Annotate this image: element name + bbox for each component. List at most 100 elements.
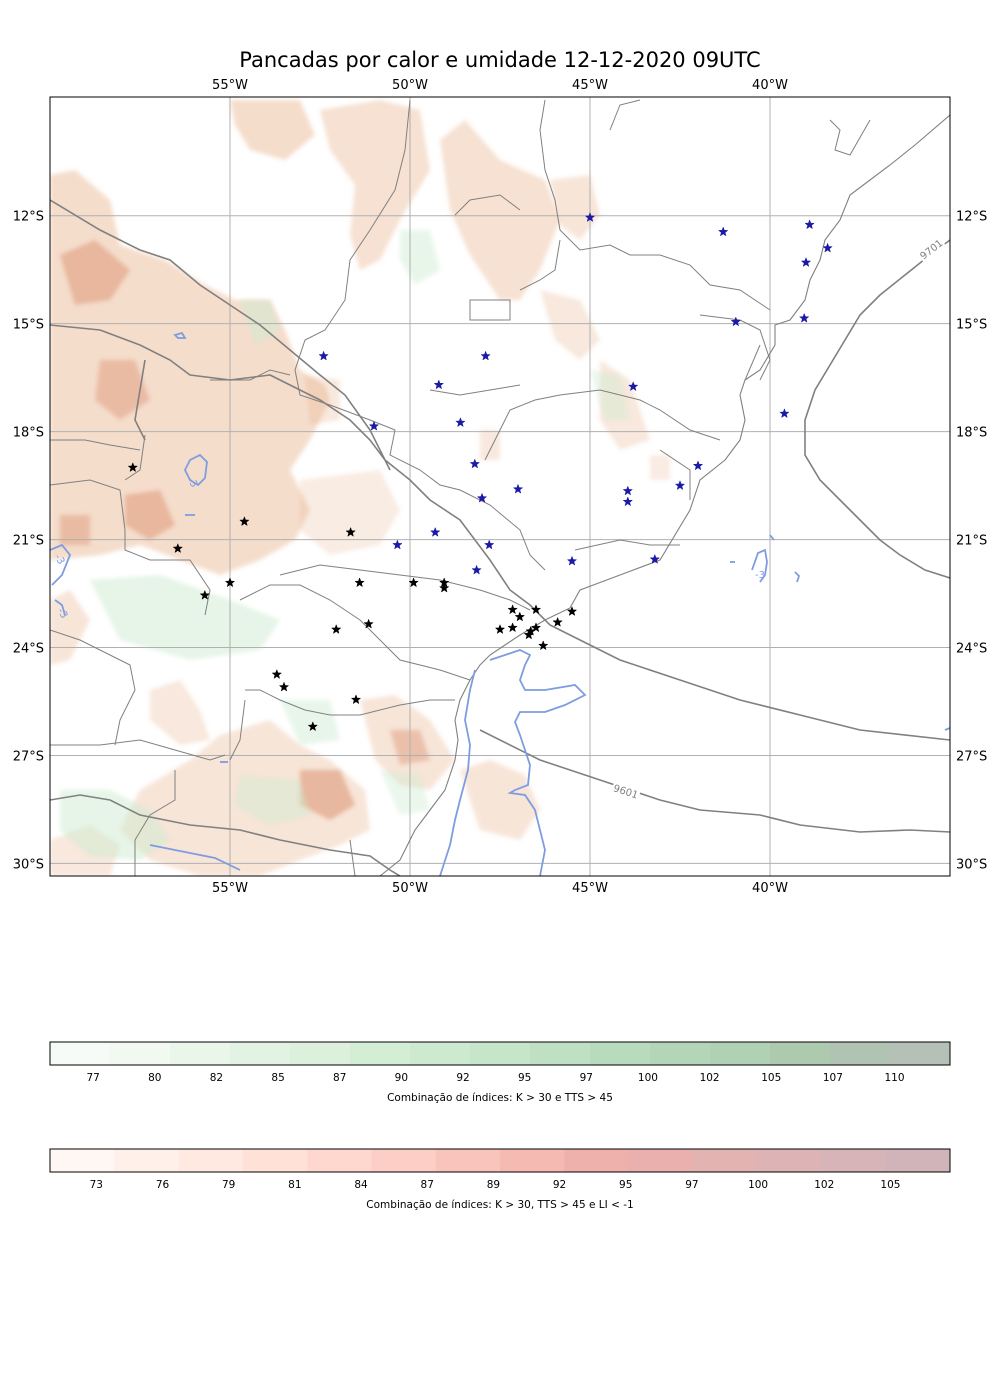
lat-tick-label-right: 21°S — [956, 534, 987, 549]
lat-tick-label-right: 27°S — [956, 749, 987, 764]
colorbar-tick-label: 102 — [700, 1072, 720, 1084]
colorbar-swatch — [885, 1149, 951, 1172]
map-frame — [49, 96, 951, 877]
lon-tick-label-top: 50°W — [392, 78, 428, 93]
colorbar-tick-label: 100 — [748, 1179, 768, 1191]
station-star-blue — [622, 485, 634, 496]
colorbar-tick-label: 89 — [487, 1179, 500, 1191]
colorbar-tick-label: 110 — [884, 1072, 904, 1084]
political-boundaries — [50, 99, 950, 876]
station-star-blue — [469, 458, 481, 469]
colorbar-tick-label: 102 — [814, 1179, 834, 1191]
station-star-black — [552, 616, 563, 627]
contour-label-li: -3 — [52, 553, 67, 567]
lon-tick-label-top: 45°W — [572, 78, 608, 93]
lat-tick-label-left: 12°S — [13, 210, 44, 225]
station-star-blue — [779, 408, 790, 419]
colorbar-swatch — [170, 1042, 231, 1065]
station-star-blue — [476, 492, 488, 503]
lat-tick-label-right: 24°S — [956, 642, 987, 657]
station-star-black — [530, 622, 542, 633]
station-star-black — [354, 577, 365, 588]
colorbar-tick-label: 76 — [156, 1179, 170, 1191]
colorbar-tick-label: 92 — [553, 1179, 566, 1191]
lon-tick-label-bottom: 55°W — [212, 881, 248, 896]
station-star-black — [172, 543, 184, 554]
colorbar-swatch — [830, 1042, 891, 1065]
lat-tick-label-left: 21°S — [13, 534, 44, 549]
li-contour-labels: -3 -3 -3 -3 — [52, 476, 765, 621]
colorbar-tick-label: 92 — [456, 1072, 469, 1084]
station-star-black — [523, 629, 535, 640]
station-star-blue — [471, 564, 482, 575]
colorbar-swatch — [350, 1042, 411, 1065]
lon-tick-label-bottom: 45°W — [572, 881, 608, 896]
colorbar-swatch — [530, 1042, 591, 1065]
lat-tick-label-left: 15°S — [13, 318, 44, 333]
li-contours — [50, 331, 950, 876]
colorbar-frame — [49, 1148, 951, 1173]
station-star-black — [127, 462, 139, 473]
lon-tick-label-bottom: 40°W — [752, 881, 788, 896]
colorbar-tick-label: 79 — [222, 1179, 235, 1191]
station-star-blue — [433, 379, 445, 390]
colorbar-swatch — [710, 1042, 771, 1065]
station-star-black — [507, 604, 518, 615]
station-star-black — [350, 694, 362, 705]
lat-tick-label-left: 18°S — [13, 426, 44, 441]
contour-label-li: -3 — [755, 570, 765, 581]
station-star-blue — [800, 257, 812, 267]
colorbar-swatch — [114, 1149, 180, 1172]
colorbar-swatch — [230, 1042, 291, 1065]
graticule — [50, 97, 950, 876]
colorbar-swatch — [470, 1042, 531, 1065]
colorbar-tick-label: 84 — [354, 1179, 368, 1191]
colorbars: 77 80 82 85 87 90 92 95 97 100 102 105 107 110 Combina… — [49, 1041, 951, 1211]
station-star-blue — [674, 480, 686, 491]
colorbar-tick-label: 77 — [86, 1072, 99, 1084]
lon-tick-label-top: 40°W — [752, 78, 788, 93]
colorbar-tick-label: 95 — [518, 1072, 531, 1084]
station-star-blue — [627, 381, 639, 392]
station-star-blue — [804, 219, 815, 230]
station-star-black — [199, 589, 211, 600]
colorbar-swatch — [500, 1149, 565, 1172]
colorbar-tick-label: 107 — [823, 1072, 843, 1084]
colorbar-green: 77 80 82 85 87 90 92 95 97 100 102 105 107 110 Combina… — [49, 1041, 951, 1104]
station-star-black — [239, 516, 250, 527]
colorbar-swatch — [410, 1042, 471, 1065]
colorbar-swatch — [650, 1042, 711, 1065]
station-star-black — [363, 618, 374, 629]
station-star-blue — [318, 350, 329, 361]
colorbar-swatch — [692, 1149, 758, 1172]
colorbar-tick-label: 87 — [333, 1072, 346, 1084]
colorbar-swatch — [50, 1149, 115, 1172]
station-star-blue — [649, 553, 661, 564]
station-star-blue — [392, 539, 403, 550]
lat-tick-label-left: 27°S — [13, 749, 44, 764]
station-star-black — [438, 582, 450, 593]
colorbar-swatch — [628, 1149, 694, 1172]
station-star-blue — [429, 526, 441, 537]
station-star-black — [271, 668, 283, 679]
station-star-black — [537, 640, 549, 651]
lat-tick-label-right: 30°S — [956, 857, 987, 872]
station-star-blue — [622, 496, 634, 507]
map-title: Pancadas por calor e umidade 12-12-2020 … — [239, 48, 761, 72]
instability-field-green — [60, 230, 630, 860]
lon-tick-label-bottom: 50°W — [392, 881, 428, 896]
station-star-blue — [717, 226, 729, 237]
contour-label-li: -3 — [185, 476, 200, 490]
lat-tick-label-right: 18°S — [956, 426, 987, 441]
station-star-blue — [480, 350, 491, 361]
station-star-black — [494, 624, 506, 634]
colorbar-swatch — [242, 1149, 308, 1172]
instability-core — [60, 240, 430, 820]
colorbar-swatch — [307, 1149, 372, 1172]
station-star-black — [530, 604, 542, 615]
lat-tick-label-right: 12°S — [956, 210, 987, 225]
station-star-black — [507, 622, 518, 633]
colorbar-swatch — [821, 1149, 887, 1172]
colorbar-tick-label: 80 — [148, 1072, 161, 1084]
colorbar-tick-label: 105 — [761, 1072, 781, 1084]
